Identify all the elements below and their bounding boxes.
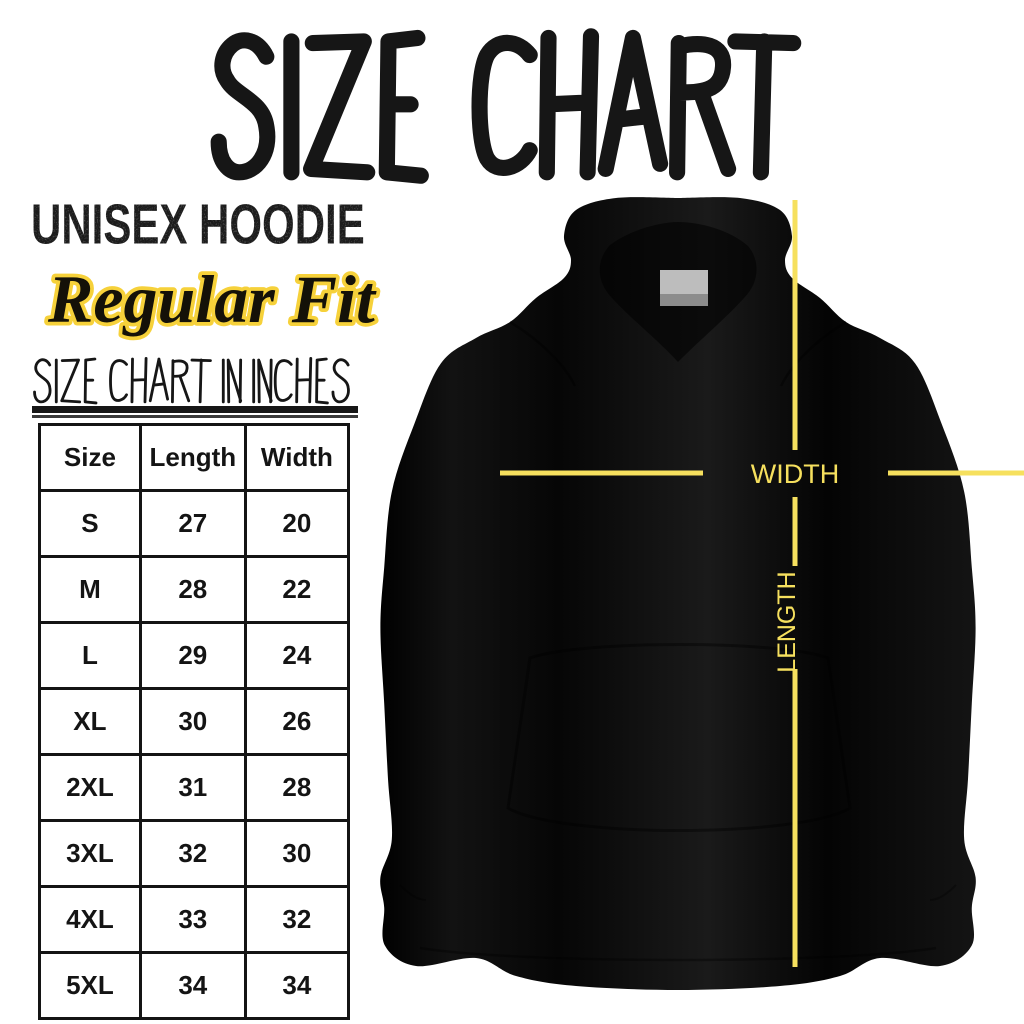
svg-text:Regular Fit: Regular Fit — [47, 261, 377, 337]
